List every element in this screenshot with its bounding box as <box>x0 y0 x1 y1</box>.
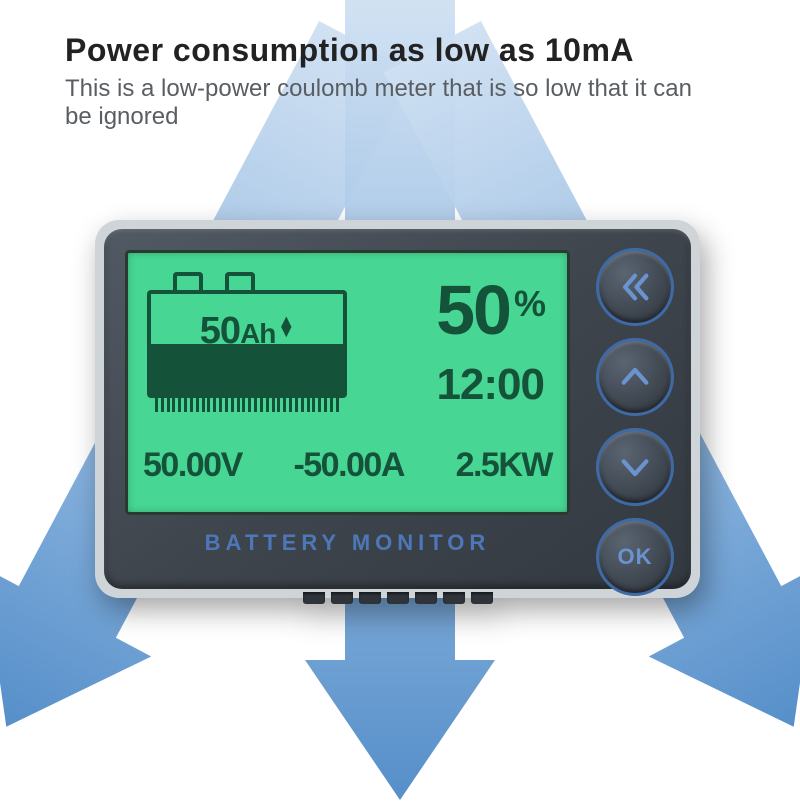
power-readout: 2.5KW <box>456 446 552 485</box>
voltage-readout: 50.00V <box>143 446 242 485</box>
battery-scale-ticks <box>155 398 339 412</box>
battery-capacity-unit: Ah <box>240 318 275 349</box>
lcd-screen: 50Ah▲▼ 50% 12:00 50.00V -50.00A 2.5KW <box>125 250 570 515</box>
ok-button-label: OK <box>618 544 653 570</box>
charge-direction-icon: ▲▼ <box>277 316 294 336</box>
headline-block: Power consumption as low as 10mA This is… <box>65 32 750 132</box>
battery-terminal-icon <box>225 272 255 290</box>
double-chevron-left-icon <box>618 270 652 304</box>
battery-capacity-value: 50 <box>200 310 240 352</box>
battery-icon: 50Ah▲▼ <box>147 272 347 410</box>
bottom-readouts: 50.00V -50.00A 2.5KW <box>143 446 552 485</box>
battery-terminal-icon <box>173 272 203 290</box>
chevron-up-icon <box>618 360 652 394</box>
time-remaining-readout: 12:00 <box>436 360 544 410</box>
battery-capacity-readout: 50Ah▲▼ <box>151 310 343 353</box>
ok-button[interactable]: OK <box>596 518 674 596</box>
soc-value: 50 <box>436 271 510 349</box>
headline-title: Power consumption as low as 10mA <box>65 32 750 69</box>
state-of-charge-readout: 50% <box>436 270 544 350</box>
device-label: BATTERY MONITOR <box>125 530 570 556</box>
up-button[interactable] <box>596 338 674 416</box>
soc-unit: % <box>514 283 544 324</box>
device-button-column: OK <box>596 248 674 596</box>
device-bottom-notches <box>303 592 493 604</box>
chevron-down-icon <box>618 450 652 484</box>
battery-monitor-device: 50Ah▲▼ 50% 12:00 50.00V -50.00A 2.5KW BA… <box>95 220 700 598</box>
down-button[interactable] <box>596 428 674 506</box>
headline-subtitle: This is a low-power coulomb meter that i… <box>65 75 705 132</box>
battery-body: 50Ah▲▼ <box>147 290 347 398</box>
back-button[interactable] <box>596 248 674 326</box>
current-readout: -50.00A <box>293 446 403 485</box>
